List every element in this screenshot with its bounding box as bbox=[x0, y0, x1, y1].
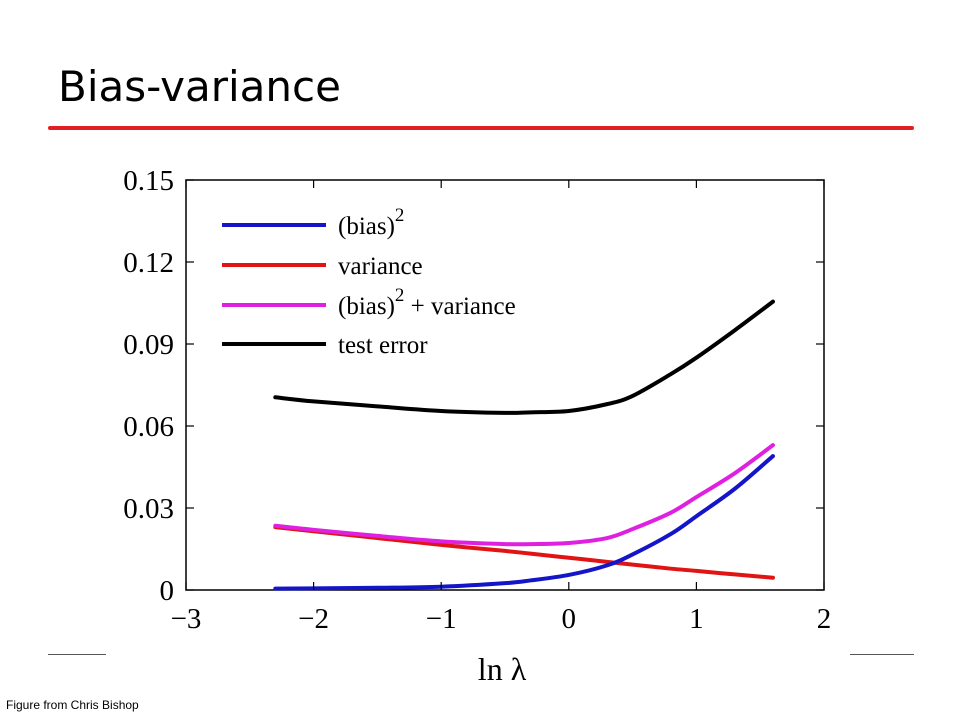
y-tick-label: 0.06 bbox=[123, 411, 174, 443]
series-line-0 bbox=[273, 454, 775, 591]
footer-rule-left bbox=[48, 654, 106, 655]
x-tick-label: 1 bbox=[689, 603, 704, 635]
legend-label-3: test error bbox=[338, 332, 428, 359]
slide-title: Bias-variance bbox=[58, 62, 341, 111]
legend-label-text: (bias) bbox=[338, 293, 395, 320]
x-tick-label: −3 bbox=[171, 603, 202, 635]
x-tick-label: −1 bbox=[426, 603, 457, 635]
title-underline bbox=[48, 126, 914, 130]
legend-label-0: (bias)2 bbox=[338, 205, 404, 240]
legend-label-superscript: 2 bbox=[395, 285, 405, 306]
x-axis-label: ln λ bbox=[478, 651, 527, 687]
series-line-3 bbox=[273, 299, 775, 415]
legend-label-1: variance bbox=[338, 253, 423, 280]
legend-label-text: test error bbox=[338, 332, 428, 359]
footer-rule-right bbox=[850, 654, 914, 655]
plot-frame bbox=[185, 179, 825, 591]
x-tick-label: 0 bbox=[562, 603, 577, 635]
x-tick-label: 2 bbox=[817, 603, 832, 635]
legend-label-2: (bias)2 + variance bbox=[338, 285, 516, 320]
y-tick-label: 0.03 bbox=[123, 493, 174, 525]
series-line-2 bbox=[273, 443, 775, 547]
y-tick-label: 0.09 bbox=[123, 329, 174, 361]
y-tick-label: 0.15 bbox=[123, 165, 174, 197]
series-line-1 bbox=[273, 525, 775, 580]
legend-label-text: (bias) bbox=[338, 213, 395, 240]
legend-label-text: variance bbox=[338, 253, 423, 280]
y-tick-label: 0.12 bbox=[123, 247, 174, 279]
legend-label-superscript: 2 bbox=[395, 205, 405, 226]
x-tick-label: −2 bbox=[298, 603, 329, 635]
figure-credit: Figure from Chris Bishop bbox=[6, 698, 139, 712]
legend-label-suffix: + variance bbox=[404, 293, 515, 320]
y-tick-label: 0 bbox=[160, 575, 175, 607]
